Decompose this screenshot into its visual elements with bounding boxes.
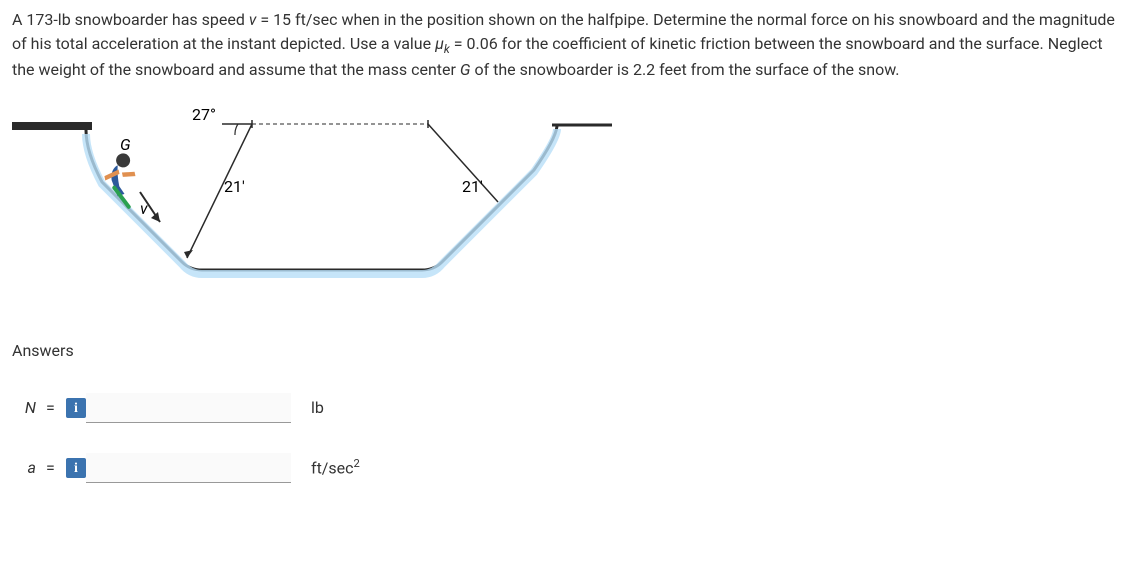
normal-force-input[interactable] <box>86 393 291 423</box>
answers-heading: Answers <box>12 339 1120 363</box>
unit-ftsec2: ft/sec2 <box>311 456 360 480</box>
velocity-label: v <box>140 199 148 218</box>
equals-sign: = <box>46 396 56 420</box>
question-text: A 173-lb snowboarder has speed v = 15 ft… <box>12 8 1120 82</box>
info-icon[interactable]: i <box>66 458 86 478</box>
angle-arc <box>235 124 238 135</box>
acceleration-input[interactable] <box>86 453 291 483</box>
left-ledge <box>12 122 92 130</box>
angle-label: 27° <box>192 105 216 124</box>
left-slope-label: 21' <box>224 177 245 196</box>
left-slope-arrow <box>184 250 193 258</box>
halfpipe-outline <box>86 125 557 270</box>
info-icon[interactable]: i <box>66 398 86 418</box>
answer-row-normal-force: N = i lb <box>12 393 1120 423</box>
center-g-label: G <box>120 135 131 154</box>
equals-sign: = <box>46 456 56 480</box>
halfpipe-figure: 27° 21' 21' G v <box>12 102 1120 309</box>
right-slope-label: 21' <box>462 177 483 196</box>
answer-label-n: N <box>12 396 36 420</box>
answer-row-acceleration: a = i ft/sec2 <box>12 453 1120 483</box>
answer-label-a: a <box>12 456 36 480</box>
unit-lb: lb <box>311 396 324 420</box>
snow-shade <box>86 129 557 274</box>
